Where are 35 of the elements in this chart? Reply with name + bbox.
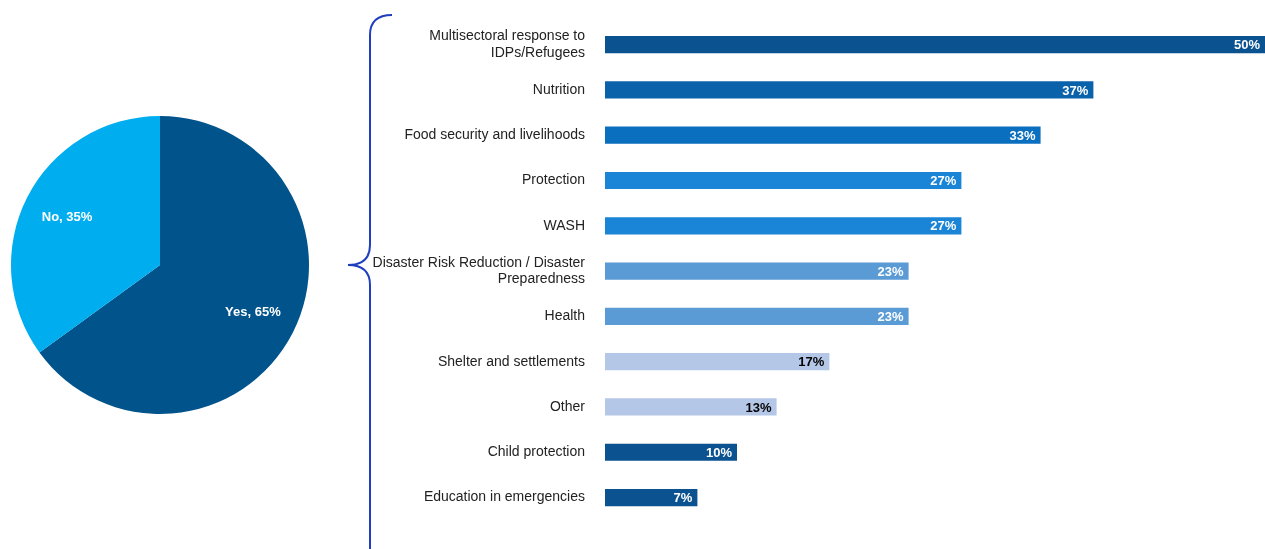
data-label: 17% xyxy=(798,354,825,370)
bar xyxy=(605,81,1094,99)
bar xyxy=(605,217,962,235)
bar xyxy=(605,262,909,280)
data-label: 37% xyxy=(1062,82,1089,98)
data-label: 27% xyxy=(930,218,957,234)
data-label: 7% xyxy=(673,490,693,506)
bar xyxy=(605,443,737,461)
data-label: 10% xyxy=(705,444,733,460)
data-label: 23% xyxy=(877,263,905,279)
bar xyxy=(605,126,1041,144)
y-tick-label: Nutrition xyxy=(532,80,585,97)
y-tick-label: Child protection xyxy=(487,443,585,460)
bar xyxy=(605,36,1265,54)
bar xyxy=(605,488,698,507)
data-label: 50% xyxy=(1233,37,1261,53)
slice-label: No, 35% xyxy=(41,209,93,225)
bar xyxy=(605,171,962,190)
y-tick-label: Multisectoral response to IDPs/Refugees xyxy=(429,27,586,60)
bar xyxy=(605,398,777,416)
y-tick-label: Shelter and settlements xyxy=(437,352,585,369)
y-tick-label: Disaster Risk Reduction / Disaster Preparedness xyxy=(372,253,586,287)
y-tick-label: Protection xyxy=(521,171,585,188)
y-tick-label: Food security and livelihoods xyxy=(404,126,585,143)
slice-label: Yes, 65% xyxy=(225,303,282,319)
y-tick-label: Health xyxy=(544,307,585,324)
data-label: 27% xyxy=(930,173,957,189)
y-tick-label: Other xyxy=(549,397,586,414)
data-label: 33% xyxy=(1009,127,1037,143)
y-tick-label: Education in emergencies xyxy=(423,488,585,505)
bar xyxy=(605,307,909,325)
bar xyxy=(605,353,830,371)
y-tick-label: WASH xyxy=(543,216,585,233)
data-label: 13% xyxy=(745,399,773,415)
data-label: 23% xyxy=(877,308,905,324)
